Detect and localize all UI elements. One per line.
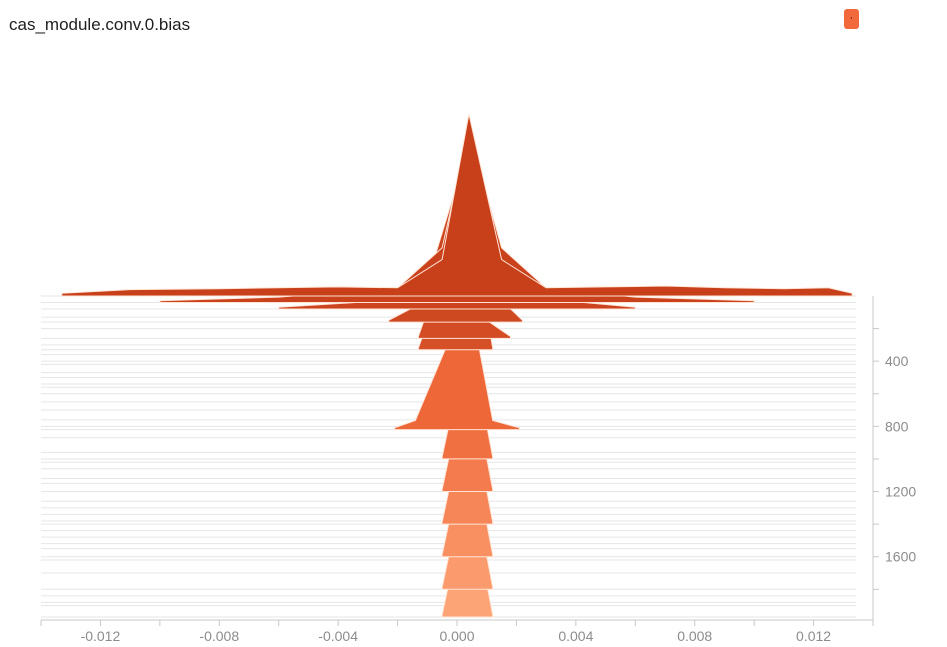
x-tick-label: 0.008 (677, 628, 712, 644)
x-tick-label: -0.012 (81, 628, 121, 644)
histogram-ridges (61, 113, 853, 618)
y-tick-label: 1600 (885, 549, 916, 565)
x-tick-label: 0.012 (796, 628, 831, 644)
x-ticks: -0.012 -0.008 -0.004 0.000 0.004 0.008 0.012 (40, 620, 874, 644)
x-tick-label: -0.008 (199, 628, 239, 644)
chart-title: cas_module.conv.0.bias (9, 15, 191, 34)
x-tick-label: 0.004 (558, 628, 593, 644)
y-tick-label: 400 (885, 353, 909, 369)
x-tick-label: -0.004 (318, 628, 358, 644)
y-tick-label: 800 (885, 418, 909, 434)
y-ticks: 400 800 1200 1600 (873, 328, 916, 590)
x-tick-label: 0.000 (439, 628, 474, 644)
y-tick-label: 1200 (885, 484, 916, 500)
histogram-ridge-step-0 (61, 113, 853, 297)
histogram-ridge-step-820 (394, 291, 520, 431)
series-toggle-button[interactable]: · (844, 9, 859, 29)
